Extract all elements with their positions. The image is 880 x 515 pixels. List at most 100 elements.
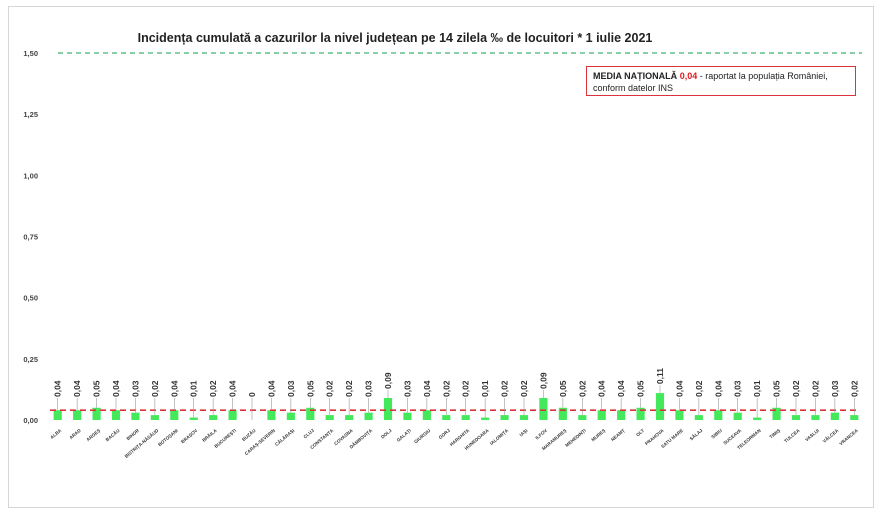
data-label: 0,05: [636, 380, 646, 397]
bar-olt: [636, 407, 645, 420]
chart-title: Incidența cumulată a cazurilor la nivel …: [138, 31, 653, 45]
bar-constanța: [325, 415, 334, 420]
bar-dâmbovița: [364, 412, 373, 420]
data-label: 0,02: [344, 380, 354, 397]
data-label: 0,05: [305, 380, 315, 397]
data-label: 0,04: [616, 380, 626, 397]
bar-cluj: [306, 407, 315, 420]
bar-timiș: [772, 407, 781, 420]
bar-bihor: [131, 412, 140, 420]
data-label: 0,02: [441, 380, 451, 397]
data-label: 0,04: [266, 380, 276, 397]
data-label: 0,02: [810, 380, 820, 397]
x-tick-label: ARAD: [68, 428, 82, 441]
x-tick-label: BRĂILA: [201, 427, 219, 443]
data-label: 0,02: [577, 380, 587, 397]
legend-value: 0,04: [679, 71, 698, 81]
data-label: 0,03: [733, 380, 743, 397]
bar-bacău: [111, 410, 121, 420]
x-tick-label: CLUJ: [303, 428, 316, 440]
x-tick-label: GORJ: [438, 428, 452, 440]
x-tick-label: SĂLAJ: [688, 427, 704, 442]
bar-argeș: [92, 407, 101, 420]
data-label: 0,02: [208, 380, 218, 397]
data-label: 0,02: [150, 380, 160, 397]
data-label: 0,03: [130, 380, 140, 397]
x-tick-label: MUREȘ: [590, 428, 607, 443]
bar-prahova: [655, 393, 665, 420]
legend-box: MEDIA NAȚIONALĂ 0,04 - raportat la popul…: [586, 66, 856, 96]
y-tick-label: 0,75: [23, 233, 38, 242]
data-label: 0,04: [597, 380, 607, 397]
x-tick-label: BISTRIȚA-NĂSĂUD: [123, 427, 160, 459]
x-tick-label: BIHOR: [126, 428, 141, 442]
data-label: 0,04: [228, 380, 238, 397]
x-tick-label: VRANCEA: [838, 427, 859, 446]
x-tick-label: TULCEA: [783, 428, 801, 444]
data-label: 0,05: [772, 380, 782, 397]
data-label: 0,02: [791, 380, 801, 397]
y-tick-label: 1,50: [23, 49, 38, 58]
x-tick-label: CĂLĂRAȘI: [273, 427, 296, 448]
y-tick-label: 1,25: [23, 110, 38, 119]
x-tick-label: BOTOȘANI: [157, 428, 179, 448]
bar-suceava: [733, 412, 742, 420]
x-tick-label: BRAȘOV: [180, 427, 200, 445]
bar-vrancea: [850, 415, 859, 420]
x-tick-label: VÂLCEA: [821, 427, 840, 444]
x-tick-label: TIMIȘ: [769, 428, 782, 440]
y-tick-label: 1,00: [23, 171, 38, 180]
bar-brăila: [209, 415, 218, 420]
data-label: 0,03: [286, 380, 296, 397]
x-axis: ALBA ARAD ARGEȘ BACĂU BIHORBISTRIȚA-NĂSĂUDBO…: [49, 427, 859, 459]
bar-dolj: [383, 397, 393, 420]
y-axis: 0,00 0,25 0,50 0,75 1,00 1,25 1,50: [23, 49, 38, 425]
x-tick-label: SIBIU: [710, 428, 723, 440]
bar-teleorman: [753, 417, 762, 420]
bars: [53, 393, 859, 420]
data-label: 0,09: [383, 372, 393, 389]
data-label: 0,01: [189, 380, 199, 397]
data-label: 0,02: [500, 380, 510, 397]
data-label: 0,02: [519, 380, 529, 397]
x-tick-label: BACĂU: [104, 427, 121, 443]
data-label: 0,04: [674, 380, 684, 397]
bar-maramureș: [558, 407, 567, 420]
bar-ialomița: [500, 415, 509, 420]
bar-brașov: [189, 417, 198, 420]
data-label: 0,02: [325, 380, 335, 397]
bar-covasna: [345, 415, 354, 420]
bar-tulcea: [791, 415, 801, 420]
bar-călărași: [286, 412, 295, 420]
data-label: 0,09: [538, 372, 548, 389]
y-tick-label: 0,25: [23, 355, 38, 364]
data-label: 0,02: [849, 380, 859, 397]
data-label: 0,05: [558, 380, 568, 397]
y-tick-label: 0,00: [23, 416, 38, 425]
data-label: 0,04: [713, 380, 723, 397]
data-label: 0,01: [480, 380, 490, 397]
bar-satu-mare: [675, 410, 684, 420]
bar-sibiu: [714, 410, 723, 420]
x-tick-label: VASLUI: [804, 428, 820, 442]
bar-mehedinți: [578, 415, 587, 420]
data-label: 0,02: [694, 380, 704, 397]
x-tick-label: ARGEȘ: [85, 428, 101, 443]
data-label: 0,03: [830, 380, 840, 397]
data-label: 0,03: [364, 380, 374, 397]
legend-text-line2: conform datelor INS: [593, 83, 674, 93]
legend-title: MEDIA NAȚIONALĂ: [593, 71, 678, 81]
bar-vâlcea: [830, 412, 839, 420]
bar-harghita: [461, 415, 470, 420]
data-label: 0,01: [752, 380, 762, 397]
data-label: 0,05: [92, 380, 102, 397]
bar-mureș: [597, 410, 606, 420]
x-tick-label: NEAMȚ: [610, 428, 626, 442]
bar-alba: [53, 410, 62, 420]
data-label: 0: [247, 392, 257, 397]
x-tick-label: ILFOV: [534, 427, 548, 440]
bar-bistrița-năsăud: [150, 415, 159, 420]
bar-gorj: [442, 415, 451, 420]
x-tick-label: BUZĂU: [240, 427, 257, 442]
